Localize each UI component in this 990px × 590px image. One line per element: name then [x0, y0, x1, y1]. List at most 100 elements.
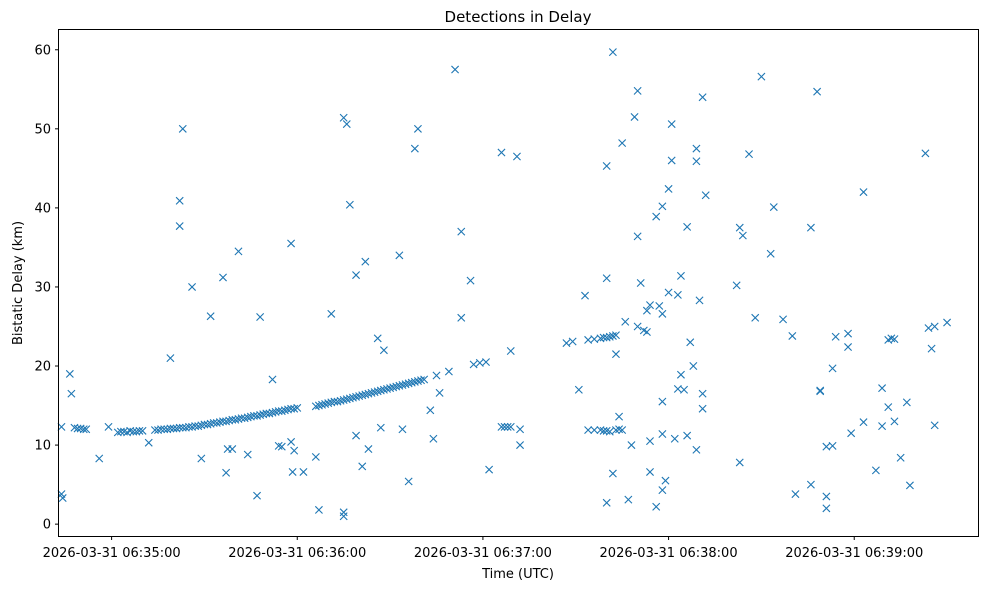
data-point-marker	[590, 426, 599, 435]
data-point-marker	[670, 434, 679, 443]
data-point-marker	[562, 339, 571, 348]
data-point-marker	[896, 453, 905, 462]
data-point-marker	[287, 239, 296, 248]
data-point-marker	[779, 315, 788, 324]
data-point-marker	[82, 425, 91, 434]
data-point-marker	[352, 392, 361, 401]
data-point-marker	[228, 445, 237, 454]
data-point-marker	[175, 196, 184, 205]
data-point-marker	[831, 332, 840, 341]
data-point-marker	[466, 276, 475, 285]
data-point-marker	[426, 406, 435, 415]
data-point-marker	[482, 358, 490, 367]
data-point-marker	[630, 112, 639, 121]
data-point-marker	[655, 301, 664, 310]
data-point-marker	[345, 200, 354, 209]
data-point-marker	[339, 113, 348, 122]
data-point-marker	[469, 360, 478, 369]
data-point-marker	[574, 385, 583, 394]
data-point-marker	[584, 426, 593, 435]
data-point-marker	[624, 495, 633, 504]
y-tick-label: 0	[43, 518, 51, 533]
data-point-marker	[608, 331, 617, 340]
data-point-marker	[642, 306, 651, 315]
y-tick-label: 60	[34, 43, 51, 58]
data-point-marker	[333, 397, 342, 406]
data-point-marker	[506, 422, 515, 431]
data-point-marker	[253, 411, 262, 420]
data-point-marker	[701, 191, 710, 200]
data-point-marker	[813, 87, 822, 96]
data-point-marker	[788, 331, 797, 340]
data-point-marker	[608, 469, 617, 478]
data-point-marker	[339, 396, 348, 405]
data-point-marker	[766, 249, 775, 258]
data-point-marker	[398, 381, 407, 389]
data-point-marker	[738, 231, 747, 240]
data-point-marker	[859, 418, 868, 427]
data-point-marker	[683, 222, 692, 231]
data-point-marker	[924, 324, 933, 333]
data-point-marker	[503, 422, 512, 431]
data-point-marker	[231, 415, 240, 424]
data-point-marker	[395, 251, 404, 260]
data-point-marker	[828, 364, 837, 373]
data-point-marker	[376, 423, 385, 432]
data-point-marker	[288, 467, 297, 476]
data-point-marker	[339, 508, 348, 517]
data-point-marker	[844, 329, 853, 338]
data-point-marker	[943, 318, 952, 327]
data-point-marker	[413, 377, 422, 386]
data-point-marker	[299, 467, 308, 476]
data-point-marker	[905, 481, 914, 490]
data-point-marker	[806, 480, 815, 489]
data-point-marker	[79, 425, 88, 434]
data-point-marker	[633, 322, 642, 331]
data-point-marker	[871, 466, 880, 475]
data-point-marker	[658, 309, 667, 318]
data-point-marker	[379, 346, 388, 355]
data-point-marker	[358, 462, 367, 471]
x-tick-label: 2026-03-31 06:37:00	[414, 546, 552, 561]
data-point-marker	[404, 477, 413, 486]
data-point-marker	[57, 422, 66, 431]
data-point-marker	[930, 322, 939, 331]
data-point-marker	[370, 388, 379, 397]
data-point-marker	[327, 309, 336, 318]
data-point-marker	[751, 313, 760, 322]
data-point-marker	[611, 331, 620, 340]
data-point-marker	[367, 388, 376, 397]
data-point-marker	[816, 387, 825, 396]
data-point-marker	[345, 394, 354, 403]
data-point-marker	[485, 465, 494, 474]
data-point-marker	[735, 458, 744, 467]
data-point-marker	[497, 148, 506, 157]
data-point-marker	[311, 402, 320, 411]
data-point-marker	[633, 232, 642, 241]
data-point-marker	[611, 350, 620, 359]
data-point-marker	[902, 398, 911, 407]
data-point-marker	[336, 396, 345, 405]
data-point-marker	[633, 86, 642, 95]
y-tick-label: 30	[34, 280, 51, 295]
data-point-marker	[379, 385, 388, 394]
data-point-marker	[878, 422, 887, 431]
data-point-marker	[927, 344, 936, 353]
data-point-marker	[642, 328, 651, 337]
data-point-marker	[395, 381, 404, 390]
data-point-marker	[401, 380, 410, 389]
data-point-marker	[352, 271, 361, 280]
data-point-marker	[581, 291, 590, 300]
data-point-marker	[627, 441, 636, 450]
data-point-marker	[664, 184, 673, 193]
data-point-marker	[676, 370, 685, 379]
data-point-marker	[410, 144, 419, 153]
x-axis: 2026-03-31 06:35:00 2026-03-31 06:36:00 20…	[43, 536, 923, 561]
data-point-marker	[253, 491, 262, 500]
y-axis-label: Bistatic Delay (km)	[11, 221, 26, 345]
data-point-marker	[457, 227, 466, 236]
data-point-marker	[95, 454, 104, 463]
data-point-marker	[646, 301, 654, 310]
